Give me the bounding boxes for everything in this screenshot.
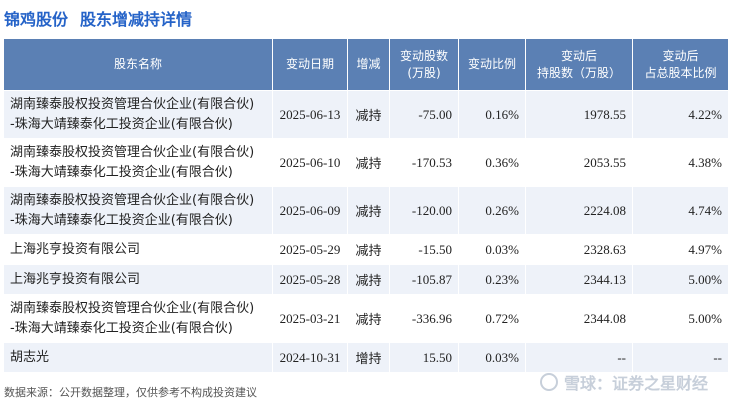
column-header: 变动后 占总股本比例 [632,38,729,91]
table-row: 湖南臻泰股权投资管理合伙企业(有限合伙) -珠海大靖臻泰化工投资企业(有限合伙) 2… [3,294,729,343]
after-shares-cell: 2053.55 [525,138,633,187]
column-header: 股东名称 [3,38,273,91]
change-ratio-cell: 0.26% [458,186,526,235]
watermark: 雪球：证券之星财经 [539,370,708,394]
after-shares-cell: 2344.08 [525,294,633,343]
direction-cell: 减持 [347,264,390,295]
after-shares-cell: 2224.08 [525,186,633,235]
after-ratio-cell: 4.22% [632,90,729,139]
change-ratio-cell: 0.16% [458,90,526,139]
change-date-cell: 2025-05-29 [272,234,348,265]
change-shares-cell: -120.00 [389,186,459,235]
change-shares-cell: 15.50 [389,342,459,373]
direction-cell: 增持 [347,342,390,373]
page-title: 股东增减持详情 [80,10,193,29]
column-header: 变动后 持股数（万股） [525,38,633,91]
column-header: 增减 [347,38,390,91]
change-date-cell: 2025-06-09 [272,186,348,235]
change-shares-cell: -336.96 [389,294,459,343]
after-ratio-cell: 4.74% [632,186,729,235]
snowball-icon [539,373,558,391]
holder-name-cell: 湖南臻泰股权投资管理合伙企业(有限合伙) -珠海大靖臻泰化工投资企业(有限合伙) [3,294,273,343]
table-header-row: 股东名称 变动日期 增减 变动股数 (万股) 变动比例 变动后 持股数（万股） 变动后 占总股本比… [3,38,729,91]
table-row: 湖南臻泰股权投资管理合伙企业(有限合伙) -珠海大靖臻泰化工投资企业(有限合伙) 2… [3,138,729,187]
data-source-note: 数据来源：公开数据整理，仅供参考不构成投资建议 [4,386,257,399]
change-date-cell: 2024-10-31 [272,342,348,373]
after-shares-cell: 2328.63 [525,234,633,265]
change-shares-cell: -75.00 [389,90,459,139]
direction-cell: 减持 [347,294,390,343]
holder-name-cell: 上海兆亨投资有限公司 [3,234,273,265]
direction-cell: 减持 [347,234,390,265]
table-row: 胡志光 2024-10-31 增持 15.50 0.03% -- -- [3,342,729,373]
change-date-cell: 2025-05-28 [272,264,348,295]
change-shares-cell: -105.87 [389,264,459,295]
direction-cell: 减持 [347,90,390,139]
after-ratio-cell: 4.38% [632,138,729,187]
company-name: 锦鸡股份 [4,10,69,29]
after-ratio-cell: 5.00% [632,294,729,343]
change-date-cell: 2025-06-13 [272,90,348,139]
table-body: 湖南臻泰股权投资管理合伙企业(有限合伙) -珠海大靖臻泰化工投资企业(有限合伙) 2… [3,90,729,373]
column-header: 变动股数 (万股) [389,38,459,91]
holder-name-cell: 上海兆亨投资有限公司 [3,264,273,295]
holder-name-cell: 湖南臻泰股权投资管理合伙企业(有限合伙) -珠海大靖臻泰化工投资企业(有限合伙) [3,186,273,235]
column-header: 变动日期 [272,38,348,91]
column-header: 变动比例 [458,38,526,91]
direction-cell: 减持 [347,138,390,187]
watermark-text: 雪球：证券之星财经 [563,374,708,393]
after-shares-cell: 1978.55 [525,90,633,139]
change-shares-cell: -15.50 [389,234,459,265]
holder-name-cell: 湖南臻泰股权投资管理合伙企业(有限合伙) -珠海大靖臻泰化工投资企业(有限合伙) [3,138,273,187]
after-ratio-cell: -- [632,342,729,373]
change-ratio-cell: 0.03% [458,342,526,373]
change-shares-cell: -170.53 [389,138,459,187]
after-ratio-cell: 5.00% [632,264,729,295]
table-row: 湖南臻泰股权投资管理合伙企业(有限合伙) -珠海大靖臻泰化工投资企业(有限合伙) 2… [3,90,729,139]
holder-name-cell: 胡志光 [3,342,273,373]
change-ratio-cell: 0.23% [458,264,526,295]
change-ratio-cell: 0.03% [458,234,526,265]
change-ratio-cell: 0.72% [458,294,526,343]
table-row: 上海兆亨投资有限公司 2025-05-28 减持 -105.87 0.23% 2344.1… [3,264,729,295]
table-row: 上海兆亨投资有限公司 2025-05-29 减持 -15.50 0.03% 2328.63… [3,234,729,265]
change-date-cell: 2025-03-21 [272,294,348,343]
table-row: 湖南臻泰股权投资管理合伙企业(有限合伙) -珠海大靖臻泰化工投资企业(有限合伙) 2… [3,186,729,235]
after-shares-cell: 2344.13 [525,264,633,295]
direction-cell: 减持 [347,186,390,235]
holder-name-cell: 湖南臻泰股权投资管理合伙企业(有限合伙) -珠海大靖臻泰化工投资企业(有限合伙) [3,90,273,139]
holder-change-table: 股东名称 变动日期 增减 变动股数 (万股) 变动比例 变动后 持股数（万股） 变动后 占总股本比… [3,38,729,373]
title-bar: 锦鸡股份 股东增减持详情 [4,6,192,30]
change-date-cell: 2025-06-10 [272,138,348,187]
change-ratio-cell: 0.36% [458,138,526,187]
after-shares-cell: -- [525,342,633,373]
after-ratio-cell: 4.97% [632,234,729,265]
